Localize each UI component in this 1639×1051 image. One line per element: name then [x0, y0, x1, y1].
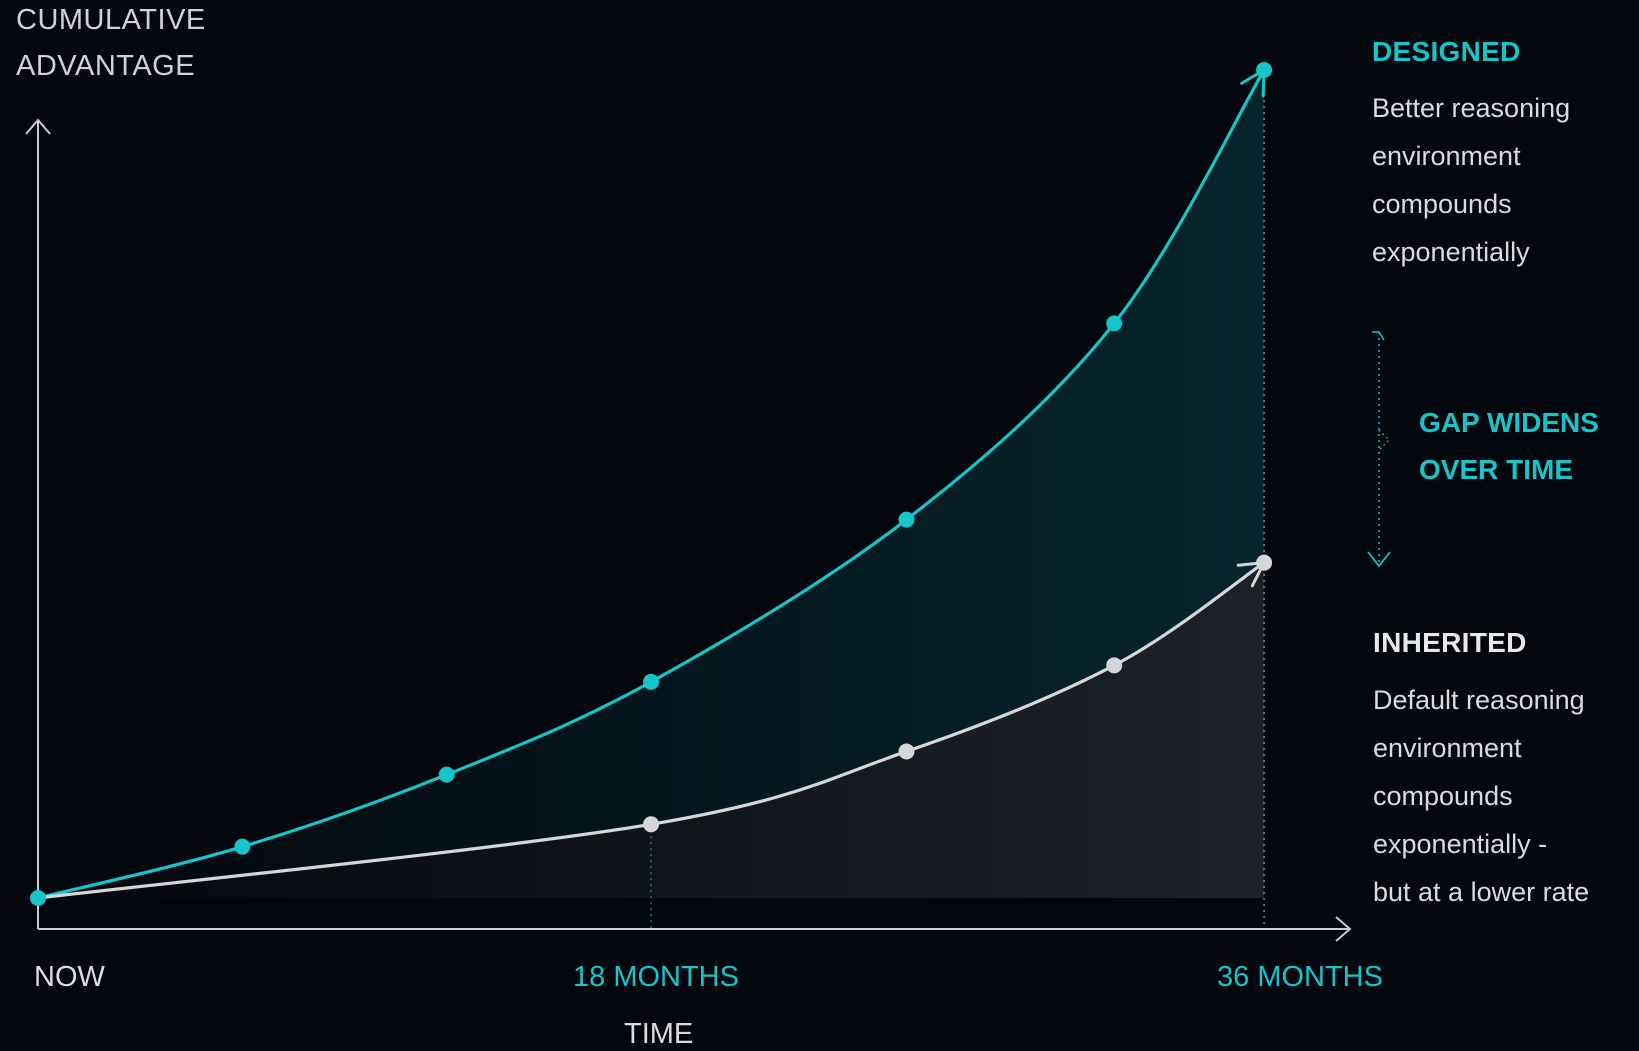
gap-annotation-line-2: OVER TIME [1419, 454, 1574, 485]
data-point-inherited [643, 816, 660, 833]
gap-annotation-line-1: GAP WIDENS [1419, 407, 1599, 438]
series-markers [30, 62, 1273, 906]
y-axis-arrowhead [25, 118, 51, 135]
legend-desc-designed-line: environment [1372, 141, 1521, 171]
axes [25, 70, 1352, 942]
legend-desc-inherited-line: compounds [1373, 781, 1513, 811]
data-point-inherited [898, 743, 915, 760]
gap-arrow-head [1367, 551, 1391, 568]
x-axis-label: TIME [624, 1018, 694, 1050]
x-tick-label-18-months: 18 MONTHS [573, 961, 739, 993]
data-point-inherited [1256, 554, 1273, 571]
legend-desc-designed-line: compounds [1372, 189, 1512, 219]
legend-title-inherited: INHERITED [1373, 627, 1527, 658]
x-tick-label-36-months: 36 MONTHS [1217, 961, 1383, 993]
gap-brace-notch [1378, 429, 1390, 451]
data-point-designed [234, 838, 251, 855]
legend-desc-designed-line: Better reasoning [1372, 93, 1571, 123]
legend-desc-inherited: Default reasoning environment compounds … [1373, 676, 1589, 916]
gap-area-fill [38, 70, 1265, 898]
legend-desc-inherited-line: but at a lower rate [1373, 877, 1590, 907]
legend-desc-inherited-line: environment [1373, 733, 1522, 763]
gap-annotation-arrow [1367, 331, 1391, 568]
legend-desc-inherited-line: exponentially - [1373, 829, 1548, 859]
area-fills [38, 70, 1265, 898]
data-point-designed [30, 890, 46, 906]
data-point-designed [1256, 62, 1273, 78]
series-line-inherited [36, 561, 1266, 900]
gap-arrow-top [1372, 331, 1385, 341]
legend-desc-inherited-line: Default reasoning [1373, 685, 1585, 715]
x-tick-label-now: NOW [34, 961, 105, 993]
data-point-designed [643, 673, 660, 690]
y-axis-label-line-1: CUMULATIVE [16, 4, 206, 36]
x-axis-arrowhead [1335, 916, 1352, 942]
data-point-designed [898, 511, 915, 528]
legend-title-designed: DESIGNED [1372, 36, 1521, 67]
data-point-designed [438, 766, 455, 783]
inherited-area-fill [38, 562, 1265, 898]
legend-desc-designed-line: exponentially [1372, 237, 1530, 267]
y-axis-label-line-2: ADVANTAGE [16, 50, 196, 82]
data-point-designed [1106, 315, 1123, 332]
legend-desc-designed: Better reasoning environment compounds e… [1372, 84, 1570, 276]
data-point-inherited [1106, 657, 1123, 674]
